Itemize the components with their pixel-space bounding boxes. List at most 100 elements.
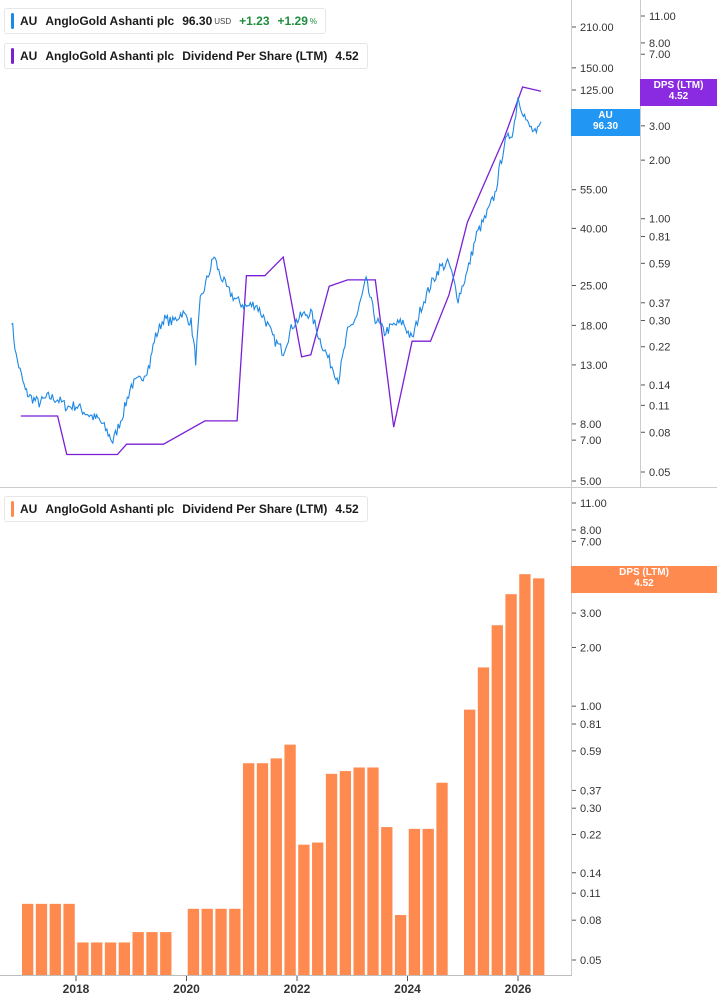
dps-bar: [256, 763, 269, 975]
dps-top-swatch: [11, 48, 14, 64]
bar-tick-label: 11.00: [580, 498, 607, 510]
dps-tick-label: 11.00: [649, 11, 676, 23]
dps-tick-label: 0.05: [649, 467, 670, 479]
dps-tick-label: 2.00: [649, 155, 670, 167]
price-tick-label: 8.00: [580, 419, 601, 431]
bar-tick-label: 8.00: [580, 525, 601, 537]
dps-bottom-legend[interactable]: AU AngloGold Ashanti plc Dividend Per Sh…: [4, 496, 368, 522]
dps-tick-label: 0.59: [649, 258, 670, 270]
year-tick-label: 2022: [284, 982, 311, 996]
dps-bar: [436, 782, 448, 975]
bar-tick-label: 0.37: [580, 785, 601, 797]
dps-bar: [519, 574, 531, 975]
bar-tick-label: 0.81: [580, 719, 601, 731]
dps-bar: [463, 709, 476, 975]
dps-top-badge-value: 4.52: [668, 91, 689, 102]
dps-bottom-badge-value: 4.52: [634, 578, 654, 589]
bar-tick-label: 0.30: [580, 803, 601, 815]
dps-top-price-badge: DPS (LTM) 4.52: [640, 79, 717, 106]
price-change-pct-sign: %: [309, 16, 318, 26]
dps-bar: [77, 942, 89, 975]
price-ticker: AU: [20, 14, 38, 28]
dps-bar: [21, 903, 34, 975]
dps-bar: [298, 844, 310, 975]
price-tick-label: 150.00: [580, 63, 614, 75]
dps-tick-label: 0.14: [649, 380, 670, 392]
price-tick-label: 7.00: [580, 435, 601, 447]
dps-tick-label: 0.81: [649, 232, 670, 244]
year-tick-label: 2026: [505, 982, 532, 996]
bar-tick-label: 0.59: [580, 746, 601, 758]
price-tick-label: 18.00: [580, 320, 608, 332]
price-tick-label: 13.00: [580, 360, 608, 372]
dps-bar: [63, 903, 75, 975]
dps-bar: [49, 903, 61, 975]
dps-bottom-price-badge: DPS (LTM) 4.52: [571, 566, 717, 593]
dps-bar: [187, 908, 200, 975]
dps-tick-label: 7.00: [649, 49, 670, 61]
dps-bar: [229, 908, 241, 975]
price-change-pct: +1.29: [277, 14, 308, 28]
bar-tick-label: 0.08: [580, 915, 601, 927]
dps-bar: [408, 828, 421, 975]
dps-bar: [270, 758, 282, 975]
dps-bar: [242, 763, 255, 975]
dps-top-badge-title: DPS (LTM): [653, 80, 704, 91]
year-tick-label: 2018: [63, 982, 90, 996]
price-company-name: AngloGold Ashanti plc: [45, 14, 175, 28]
dps-bar: [35, 903, 48, 975]
dps-bar: [367, 767, 379, 975]
price-swatch: [11, 13, 14, 29]
price-line: [11, 97, 542, 445]
dps-top-ticker: AU: [20, 49, 38, 63]
dps-tick-label: 0.37: [649, 298, 670, 310]
price-legend[interactable]: AU AngloGold Ashanti plc 96.30 USD +1.23…: [4, 8, 327, 34]
dps-bar: [325, 773, 338, 975]
dps-bar: [104, 942, 117, 975]
dps-tick-label: 3.00: [649, 121, 670, 133]
bar-tick-label: 0.22: [580, 829, 601, 841]
dps-line: [20, 86, 542, 456]
dps-bottom-company-name: AngloGold Ashanti plc: [45, 502, 175, 516]
bar-tick-label: 7.00: [580, 536, 601, 548]
dps-bar: [132, 932, 144, 975]
dps-top-metric: Dividend Per Share (LTM): [182, 49, 328, 63]
dps-tick-label: 0.22: [649, 342, 670, 354]
price-tick-label: 25.00: [580, 281, 608, 293]
dps-bottom-metric: Dividend Per Share (LTM): [182, 502, 328, 516]
dps-bar: [422, 828, 434, 975]
dps-bar: [491, 625, 503, 975]
dps-bottom-swatch: [11, 501, 14, 517]
dps-bar: [146, 932, 158, 975]
dps-top-legend[interactable]: AU AngloGold Ashanti plc Dividend Per Sh…: [4, 43, 368, 69]
price-change: +1.23: [239, 14, 270, 28]
dps-bar: [160, 932, 172, 975]
dps-bar: [353, 767, 365, 975]
au-price-badge: AU 96.30: [571, 109, 640, 136]
dps-tick-label: 0.11: [649, 400, 670, 412]
dps-bar: [477, 667, 490, 975]
dps-bar: [312, 842, 324, 975]
dps-tick-label: 8.00: [649, 38, 670, 50]
price-tick-label: 55.00: [580, 185, 608, 197]
dps-bottom-ticker: AU: [20, 502, 38, 516]
dps-bar: [215, 908, 227, 975]
price-value: 96.30: [182, 14, 213, 28]
dps-top-value: 4.52: [335, 49, 359, 63]
price-tick-label: 5.00: [580, 476, 601, 488]
dps-bar: [284, 744, 296, 975]
au-badge-value: 96.30: [592, 121, 619, 132]
dps-bar: [505, 594, 517, 975]
year-tick-label: 2024: [394, 982, 421, 996]
dps-bar: [381, 827, 393, 975]
au-badge-title: AU: [598, 110, 613, 121]
dps-bar: [91, 942, 103, 975]
dps-bar: [339, 771, 352, 975]
price-currency: USD: [214, 16, 232, 26]
dps-bar: [394, 915, 407, 975]
dps-bottom-badge-title: DPS (LTM): [619, 567, 669, 578]
year-tick-label: 2020: [173, 982, 200, 996]
price-tick-label: 125.00: [580, 85, 614, 97]
dps-tick-label: 1.00: [649, 214, 670, 226]
